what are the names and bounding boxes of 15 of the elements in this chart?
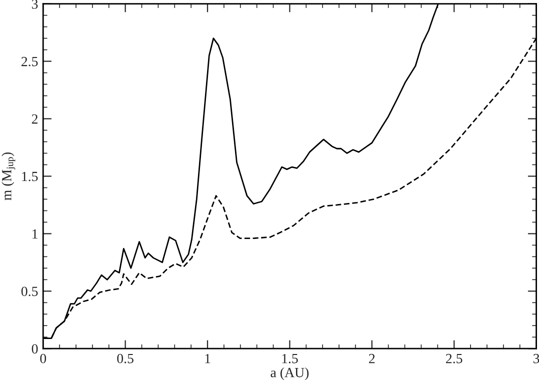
y-tick-label: 1 (32, 229, 38, 238)
x-tick-label: 3 (533, 354, 539, 364)
x-tick-label: 0 (40, 354, 46, 364)
y-tick-label: 0 (32, 344, 38, 354)
x-tick-label: 2 (369, 354, 375, 364)
x-axis-title: a (AU) (270, 367, 309, 380)
x-tick-label: 0.5 (117, 354, 134, 364)
y-axis-title: m (M$_{jup}$) (2, 152, 16, 200)
x-tick-label: 1 (205, 354, 210, 364)
y-tick-label: 0.5 (21, 286, 38, 296)
y-tick-label: 2.5 (22, 56, 38, 66)
x-tick-label: 1.5 (282, 354, 298, 364)
y-tick-label: 1.5 (22, 172, 38, 182)
x-tick-label: 2.5 (446, 354, 462, 364)
y-tick-label: 2 (32, 114, 38, 124)
